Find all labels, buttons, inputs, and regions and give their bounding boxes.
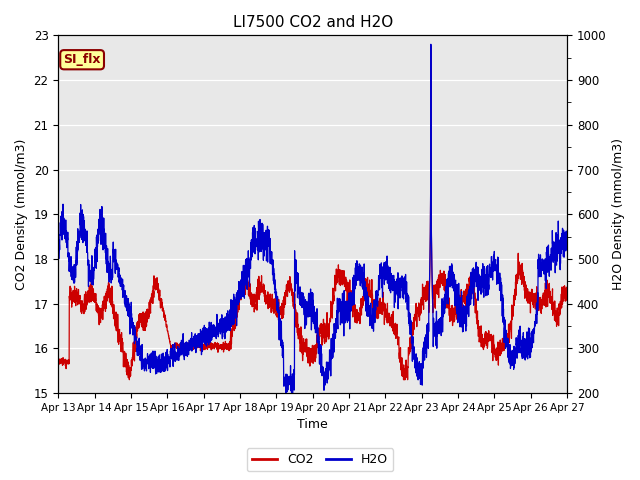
Text: SI_flx: SI_flx xyxy=(63,53,101,66)
Title: LI7500 CO2 and H2O: LI7500 CO2 and H2O xyxy=(232,15,393,30)
Legend: CO2, H2O: CO2, H2O xyxy=(247,448,393,471)
Y-axis label: CO2 Density (mmol/m3): CO2 Density (mmol/m3) xyxy=(15,139,28,290)
Y-axis label: H2O Density (mmol/m3): H2O Density (mmol/m3) xyxy=(612,138,625,290)
X-axis label: Time: Time xyxy=(298,419,328,432)
